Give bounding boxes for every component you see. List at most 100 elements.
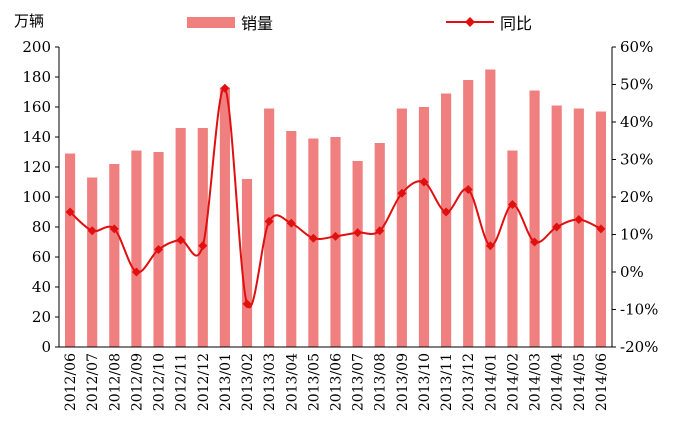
category-label: 2012/09 xyxy=(129,353,145,411)
bar xyxy=(109,164,120,347)
left-tick-label: 200 xyxy=(22,38,51,56)
bar xyxy=(396,108,407,347)
line-marker xyxy=(131,267,141,277)
right-tick-label: 60% xyxy=(620,38,653,56)
left-tick-label: 80 xyxy=(32,218,51,236)
line-marker xyxy=(375,226,385,236)
category-label: 2013/12 xyxy=(461,353,477,411)
category-label: 2012/11 xyxy=(174,353,190,411)
line-marker xyxy=(552,222,562,232)
left-axis: 0 20 40 60 80 100 120 140 160 180 200 xyxy=(22,38,59,356)
line-marker xyxy=(507,200,517,209)
category-label: 2013/01 xyxy=(218,353,234,411)
category-label: 2014/03 xyxy=(528,353,544,411)
bar xyxy=(441,93,452,347)
bar xyxy=(573,108,584,347)
category-label: 2013/11 xyxy=(439,353,455,411)
right-tick-label: 20% xyxy=(620,188,653,206)
left-axis-unit: 万辆 xyxy=(14,12,44,30)
bar xyxy=(264,108,275,347)
line-marker xyxy=(87,226,97,236)
right-tick-label: 30% xyxy=(620,151,653,169)
bar xyxy=(485,69,496,347)
bar xyxy=(64,153,76,347)
line-marker xyxy=(530,237,540,247)
bar xyxy=(529,90,540,347)
bar xyxy=(197,128,208,347)
category-label: 2014/04 xyxy=(550,353,566,411)
line-marker xyxy=(463,185,473,194)
left-tick-label: 20 xyxy=(32,308,51,326)
category-label: 2013/05 xyxy=(306,353,322,411)
line-marker xyxy=(596,224,606,234)
left-tick-label: 140 xyxy=(22,128,51,146)
line-marker xyxy=(198,241,208,251)
right-tick-label: -10% xyxy=(620,301,658,319)
category-label: 2014/02 xyxy=(505,353,521,411)
line-marker xyxy=(397,188,407,198)
legend-line-marker xyxy=(465,17,475,27)
right-tick-label: 10% xyxy=(620,226,653,244)
legend: 销量 同比 xyxy=(187,14,532,33)
right-tick-label: 40% xyxy=(620,113,653,131)
bar xyxy=(352,161,363,347)
category-label: 2013/07 xyxy=(351,353,367,411)
legend-bar-label: 销量 xyxy=(241,14,273,33)
category-label: 2013/04 xyxy=(284,353,300,411)
bar xyxy=(87,177,98,347)
legend-line-label: 同比 xyxy=(500,14,532,33)
left-tick-label: 120 xyxy=(22,158,51,176)
line-marker xyxy=(308,233,318,243)
bar xyxy=(219,87,230,347)
line-marker xyxy=(331,231,340,241)
bar xyxy=(418,107,430,347)
bar xyxy=(463,80,474,347)
line-marker xyxy=(109,224,119,234)
right-tick-label: 50% xyxy=(620,76,653,94)
left-tick-label: 180 xyxy=(22,68,51,86)
bar xyxy=(241,179,253,347)
category-label: 2012/12 xyxy=(196,353,212,411)
line-marker xyxy=(176,235,186,245)
right-tick-label: 0% xyxy=(620,263,644,281)
category-label: 2013/02 xyxy=(240,353,256,411)
line-marker xyxy=(286,218,296,228)
legend-bar-swatch xyxy=(187,17,235,28)
bar-series xyxy=(64,69,607,347)
category-label: 2014/05 xyxy=(572,353,588,411)
line-series xyxy=(65,83,606,309)
category-label: 2012/06 xyxy=(63,353,79,411)
line-marker xyxy=(154,245,164,254)
category-label: 2013/03 xyxy=(262,353,278,411)
left-tick-label: 60 xyxy=(32,248,51,266)
line-marker xyxy=(220,83,230,93)
line-marker xyxy=(441,207,451,217)
right-axis: -20% -10% 0% 10% 20% 30% 40% 50% 60% xyxy=(612,38,658,356)
left-tick-label: 0 xyxy=(41,338,51,356)
bar xyxy=(131,150,142,347)
category-axis: 2012/06 2012/07 2012/08 2012/09 2012/10 2012/… xyxy=(63,353,610,411)
category-label: 2013/10 xyxy=(417,353,433,411)
line-marker xyxy=(485,241,495,251)
left-tick-label: 100 xyxy=(22,188,51,206)
line-marker xyxy=(419,177,429,187)
category-label: 2013/06 xyxy=(329,353,345,411)
left-tick-label: 40 xyxy=(32,278,51,296)
line-marker xyxy=(353,228,363,238)
bar xyxy=(374,143,385,347)
category-label: 2012/08 xyxy=(107,353,123,411)
bar xyxy=(286,131,297,347)
category-label: 2014/01 xyxy=(483,353,499,411)
category-label: 2012/10 xyxy=(152,353,168,411)
line-marker xyxy=(65,207,75,217)
left-tick-label: 160 xyxy=(22,98,51,116)
category-label: 2012/07 xyxy=(85,353,101,411)
category-label: 2013/08 xyxy=(373,353,389,411)
line-marker xyxy=(242,299,252,309)
bar xyxy=(507,150,518,347)
line-marker xyxy=(574,215,584,224)
bar xyxy=(330,137,341,347)
category-label: 2014/06 xyxy=(594,353,610,411)
line-marker xyxy=(264,216,274,226)
